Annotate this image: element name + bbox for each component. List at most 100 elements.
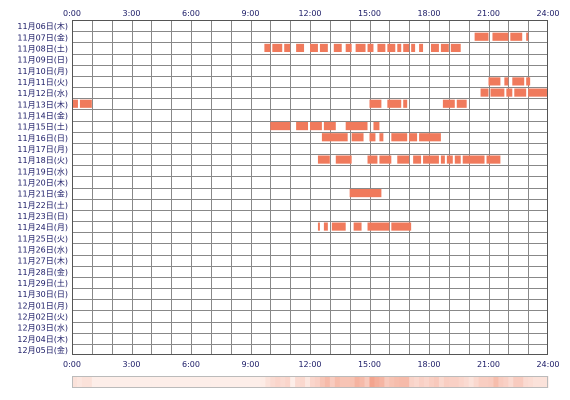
row-date-label: 12月03日(水) [17, 323, 68, 333]
summary-cell [121, 376, 128, 388]
summary-cell [200, 376, 207, 388]
summary-cell [166, 376, 172, 388]
summary-cell [493, 376, 499, 388]
activity-bar [440, 43, 449, 52]
activity-bar [419, 43, 424, 52]
summary-cell [136, 376, 142, 388]
summary-cell [404, 376, 410, 388]
x-tick-label-top: 18:00 [417, 9, 440, 18]
activity-bar [379, 133, 384, 142]
summary-cell [181, 376, 187, 388]
activity-bar [317, 155, 330, 164]
summary-cell [265, 376, 271, 388]
row-date-label: 12月02日(火) [17, 313, 68, 322]
activity-bar [310, 122, 322, 131]
activity-bar [488, 77, 501, 86]
activity-bar [296, 43, 305, 52]
summary-cell [260, 376, 266, 388]
summary-cell [290, 376, 296, 388]
summary-cell [503, 376, 509, 388]
summary-cell [513, 376, 519, 388]
activity-bar [387, 43, 396, 52]
activity-bar [397, 155, 410, 164]
row-date-label: 11月13日(木) [17, 99, 68, 109]
activity-bar [462, 155, 485, 164]
summary-cell [414, 376, 420, 388]
summary-cell [191, 376, 197, 388]
x-tick-label-top: 21:00 [477, 9, 500, 18]
activity-bar [272, 43, 283, 52]
x-tick-label-top: 12:00 [298, 9, 321, 18]
summary-cell [245, 376, 251, 388]
activity-bar [367, 155, 378, 164]
activity-bar [391, 133, 408, 142]
activity-bar [403, 99, 408, 108]
summary-cell [76, 376, 83, 388]
activity-bar [79, 99, 92, 108]
summary-cell [210, 376, 217, 388]
activity-bar [526, 77, 531, 86]
summary-strip [72, 376, 549, 388]
x-tick-label-bottom: 12:00 [298, 360, 321, 369]
activity-bar [442, 99, 455, 108]
activity-bar [454, 155, 461, 164]
activity-bar [345, 43, 352, 52]
summary-cell [230, 376, 237, 388]
summary-cell [240, 376, 247, 388]
summary-cell [354, 376, 361, 388]
summary-border [72, 376, 548, 388]
activity-bar [323, 122, 336, 131]
summary-cell [101, 376, 108, 388]
row-date-label: 11月29日(土) [17, 278, 68, 288]
summary-cell [156, 376, 162, 388]
summary-cell [543, 376, 549, 388]
summary-cell [186, 376, 192, 388]
summary-cell [106, 376, 113, 388]
row-date-label: 11月10日(月) [17, 67, 68, 76]
activity-bar [411, 43, 416, 52]
summary-cell [91, 376, 98, 388]
summary-cell [275, 376, 281, 388]
row-date-label: 12月01日(月) [17, 301, 68, 310]
activity-bar [367, 43, 374, 52]
activity-bar [310, 43, 318, 52]
summary-cell [448, 376, 455, 388]
x-tick-label-top: 3:00 [123, 9, 141, 18]
summary-cell [369, 376, 375, 388]
summary-cell [523, 376, 529, 388]
summary-cell [161, 376, 167, 388]
activity-bar [490, 88, 505, 97]
row-date-label: 11月28日(金) [17, 267, 68, 277]
activity-bar [284, 43, 291, 52]
row-date-label: 11月20日(木) [17, 178, 68, 188]
row-date-label: 11月19日(水) [17, 166, 68, 176]
summary-cell [235, 376, 242, 388]
summary-cell [538, 376, 544, 388]
x-tick-label-bottom: 0:00 [63, 360, 81, 369]
summary-cell [72, 376, 78, 388]
summary-cell [300, 376, 306, 388]
summary-cell [498, 376, 504, 388]
summary-cell [329, 376, 336, 388]
activity-bar [397, 43, 402, 52]
row-date-label: 11月25日(火) [17, 234, 68, 243]
activity-bar [349, 189, 382, 198]
summary-cell [394, 376, 400, 388]
activity-bar [526, 32, 529, 41]
summary-cell [438, 376, 445, 388]
row-date-label: 12月04日(木) [17, 334, 68, 344]
activity-bar [331, 222, 346, 231]
summary-cell [305, 376, 311, 388]
summary-cell [379, 376, 385, 388]
grid-lines [72, 20, 548, 355]
summary-cell [195, 376, 202, 388]
plot-border [72, 20, 548, 355]
summary-cell [483, 376, 489, 388]
row-date-label: 11月24日(月) [17, 223, 68, 232]
row-date-label: 11月07日(金) [17, 32, 68, 42]
row-date-label: 11月18日(火) [17, 156, 68, 165]
summary-cell [374, 376, 380, 388]
row-date-label: 11月21日(金) [17, 189, 68, 199]
summary-cell [359, 376, 366, 388]
x-tick-label-bottom: 15:00 [358, 360, 381, 369]
